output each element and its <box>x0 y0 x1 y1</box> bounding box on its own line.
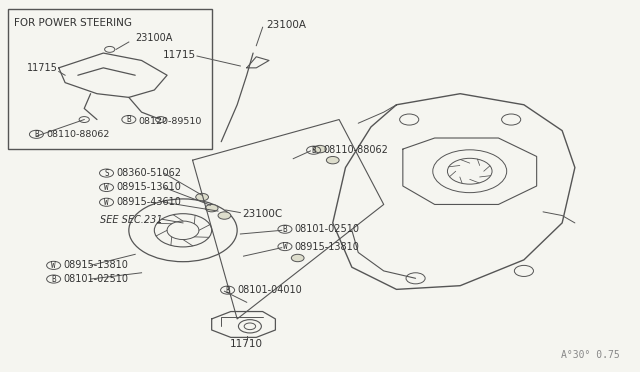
Text: 23100A: 23100A <box>266 20 306 31</box>
Text: FOR POWER STEERING: FOR POWER STEERING <box>14 18 132 28</box>
Text: B: B <box>51 275 56 283</box>
Text: B: B <box>311 146 316 155</box>
Text: 08360-51062: 08360-51062 <box>116 168 181 178</box>
Text: 08915-13810: 08915-13810 <box>63 260 128 270</box>
Bar <box>8 9 212 149</box>
Text: W: W <box>51 261 56 270</box>
Circle shape <box>196 193 209 201</box>
Text: W: W <box>283 242 287 251</box>
Circle shape <box>218 212 231 219</box>
Circle shape <box>291 254 304 262</box>
Text: B: B <box>34 130 39 139</box>
Circle shape <box>205 205 218 212</box>
Text: A°30° 0.75: A°30° 0.75 <box>561 350 620 359</box>
Text: 23100C: 23100C <box>243 209 282 219</box>
Text: 08915-43610: 08915-43610 <box>116 197 181 207</box>
Text: 11715: 11715 <box>163 50 196 60</box>
Text: 08120-89510: 08120-89510 <box>138 117 202 126</box>
Text: 08915-13610: 08915-13610 <box>116 183 181 192</box>
Text: SEE SEC.231: SEE SEC.231 <box>100 215 163 225</box>
Text: S: S <box>104 169 109 177</box>
Text: B: B <box>127 115 131 124</box>
Text: 11715: 11715 <box>27 63 58 73</box>
Text: B: B <box>225 286 230 295</box>
Text: 23100A: 23100A <box>135 33 173 43</box>
Circle shape <box>326 157 339 164</box>
Text: 08110-88062: 08110-88062 <box>46 130 109 139</box>
Text: 08101-02510: 08101-02510 <box>294 224 360 234</box>
Text: 11710: 11710 <box>230 339 263 349</box>
Text: B: B <box>283 225 287 234</box>
Circle shape <box>314 145 326 153</box>
Text: 08915-13810: 08915-13810 <box>294 241 360 251</box>
Text: 08110-88062: 08110-88062 <box>323 145 388 155</box>
Text: 08101-04010: 08101-04010 <box>237 285 302 295</box>
Text: W: W <box>104 183 109 192</box>
Text: W: W <box>104 198 109 207</box>
Text: 08101-02510: 08101-02510 <box>63 274 128 284</box>
